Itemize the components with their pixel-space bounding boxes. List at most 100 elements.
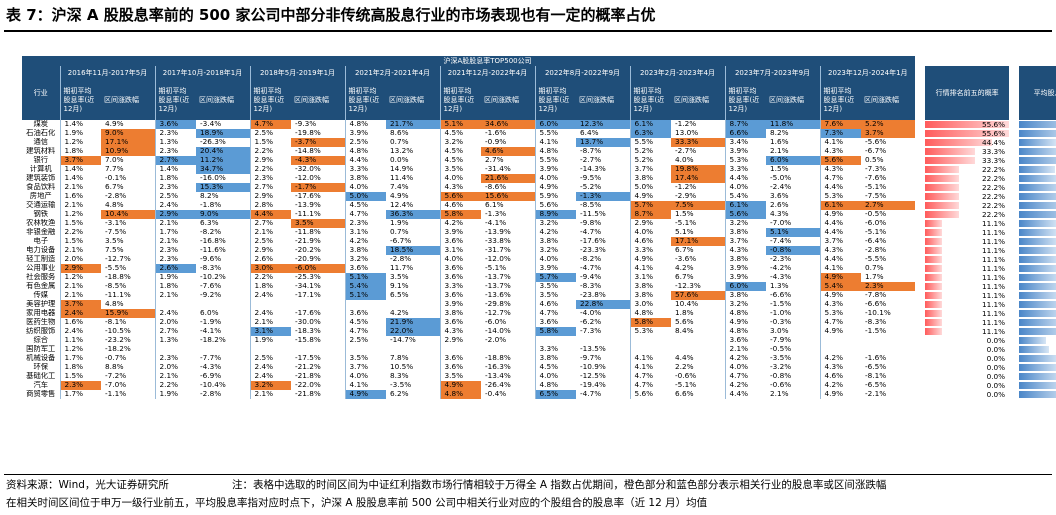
avg-yield-value: 3.5% (1019, 273, 1056, 282)
yield-cell: 6.3% (629, 129, 671, 138)
yield-cell: 2.4% (154, 309, 196, 318)
row-gap (1009, 336, 1020, 345)
return-cell: 15.3% (196, 183, 250, 192)
return-cell: 9.1% (390, 282, 409, 291)
return-cell: -1.2% (675, 183, 697, 192)
return-cell: -9.3% (295, 120, 317, 129)
return-cell: -4.1% (485, 219, 507, 228)
return-cell: 1.9% (390, 219, 409, 228)
yield-cell: 1.9% (249, 336, 291, 345)
table-row: 钢铁 1.2% 10.4% 2.9% 9.0% 4.4% -11.1% 4.7% 36.3% 5.… (22, 210, 1056, 219)
yield-cell: 3.6% (439, 237, 481, 246)
return-cell (671, 336, 725, 345)
yield-subheader: 期初平均股息率(近12月) (724, 80, 766, 120)
yield-cell: 1.4% (59, 165, 101, 174)
yield-cell: 4.7% (249, 120, 291, 129)
avg-yield-fill (1019, 229, 1056, 236)
avg-yield-value: 3.3% (1019, 354, 1056, 363)
avg-yield-bar: 2.5% (1019, 345, 1056, 354)
return-subheader: 区间涨跌幅 (766, 80, 820, 120)
yield-cell: 3.6% (344, 264, 386, 273)
yield-cell: 4.5% (439, 156, 481, 165)
avg-yield-fill (1019, 319, 1056, 326)
yield-cell: 3.3% (439, 282, 481, 291)
return-cell: 10.5% (390, 363, 414, 372)
return-cell: -3.2% (770, 363, 792, 372)
yield-cell: 5.4% (724, 192, 766, 201)
yield-cell: 1.7% (59, 390, 101, 399)
return-cell: -12.3% (675, 282, 701, 291)
avg-yield-value: 4.5% (1019, 129, 1056, 138)
avg-yield-bar: 3.5% (1019, 273, 1056, 282)
return-cell: 34.6% (481, 120, 535, 129)
avg-yield-fill (1019, 202, 1056, 209)
yield-cell: 2.3% (59, 381, 101, 390)
return-cell (386, 345, 440, 354)
return-cell: -18.8% (105, 273, 131, 282)
yield-cell: 4.3% (439, 327, 481, 336)
return-cell: -3.6% (675, 255, 697, 264)
yield-cell: 4.7% (344, 210, 386, 219)
yield-cell: 4.3% (724, 246, 766, 255)
row-gap (1009, 372, 1020, 381)
return-cell: 2.7% (861, 201, 916, 210)
yield-cell: 3.3% (629, 246, 671, 255)
yield-cell: 3.6% (439, 291, 481, 300)
period-header: 2023年7月-2023年9月 (724, 66, 820, 80)
yield-cell: 3.9% (534, 264, 576, 273)
avg-yield-fill (1019, 355, 1056, 362)
yield-cell (629, 345, 671, 354)
return-cell: -0.6% (770, 381, 792, 390)
avg-yield-bar: 4.5% (1019, 129, 1056, 138)
row-gap (915, 390, 926, 399)
yield-cell: 5.9% (534, 192, 576, 201)
avg-yield-cell: 3.2% (1019, 228, 1056, 237)
avg-yield-value: 3.9% (1019, 318, 1056, 327)
row-gap (915, 120, 926, 129)
yield-cell: 2.3% (154, 255, 196, 264)
rank-prob-bar: 33.3% (925, 156, 1009, 165)
return-cell: 8.2% (770, 129, 789, 138)
return-cell: -0.5% (770, 345, 792, 354)
rank-prob-cell: 11.1% (925, 255, 1009, 264)
yield-cell: 3.4% (724, 138, 766, 147)
return-cell: 0.0% (390, 156, 409, 165)
table-row: 社会服务 1.2% -18.8% 1.9% -10.2% 2.2% -25.3% 5.1% 3.… (22, 273, 1056, 282)
yield-cell (154, 300, 196, 309)
row-gap (915, 318, 926, 327)
return-cell: 11.7% (390, 264, 414, 273)
yield-cell: 1.4% (154, 165, 196, 174)
return-cell: -4.7% (580, 228, 602, 237)
row-gap (915, 192, 926, 201)
row-gap (915, 255, 926, 264)
yield-cell: 2.3% (249, 174, 291, 183)
return-cell: -2.9% (675, 192, 697, 201)
return-cell: 7.7% (105, 165, 124, 174)
title-rule (4, 30, 1052, 32)
industry-name: 社会服务 (26, 273, 56, 282)
yield-cell: 2.4% (249, 372, 291, 381)
return-cell: 20.4% (196, 147, 250, 156)
rank-prob-value: 11.1% (981, 246, 1006, 255)
yield-cell: 4.9% (534, 183, 576, 192)
rank-prob-bar: 55.6% (925, 129, 1010, 138)
yield-cell: 4.9% (724, 318, 766, 327)
yield-cell: 4.2% (344, 237, 386, 246)
yield-cell: 5.2% (629, 156, 671, 165)
return-cell: -13.9% (295, 201, 321, 210)
yield-cell: 4.7% (629, 381, 671, 390)
row-gap (915, 228, 926, 237)
avg-yield-cell: 3.3% (1019, 354, 1056, 363)
yield-cell: 4.3% (819, 147, 861, 156)
row-gap (1009, 273, 1020, 282)
yield-cell: 2.1% (724, 345, 766, 354)
return-cell: -3.4% (200, 120, 222, 129)
return-cell: 0.7% (865, 264, 884, 273)
return-cell: -2.8% (390, 255, 412, 264)
return-cell: -1.3% (485, 210, 507, 219)
return-cell: -3.7% (291, 138, 345, 147)
footer-rule (4, 474, 1052, 475)
rank-prob-value: 11.1% (981, 264, 1006, 273)
return-cell: -13.4% (485, 372, 511, 381)
avg-yield-value: 3.8% (1019, 381, 1056, 390)
